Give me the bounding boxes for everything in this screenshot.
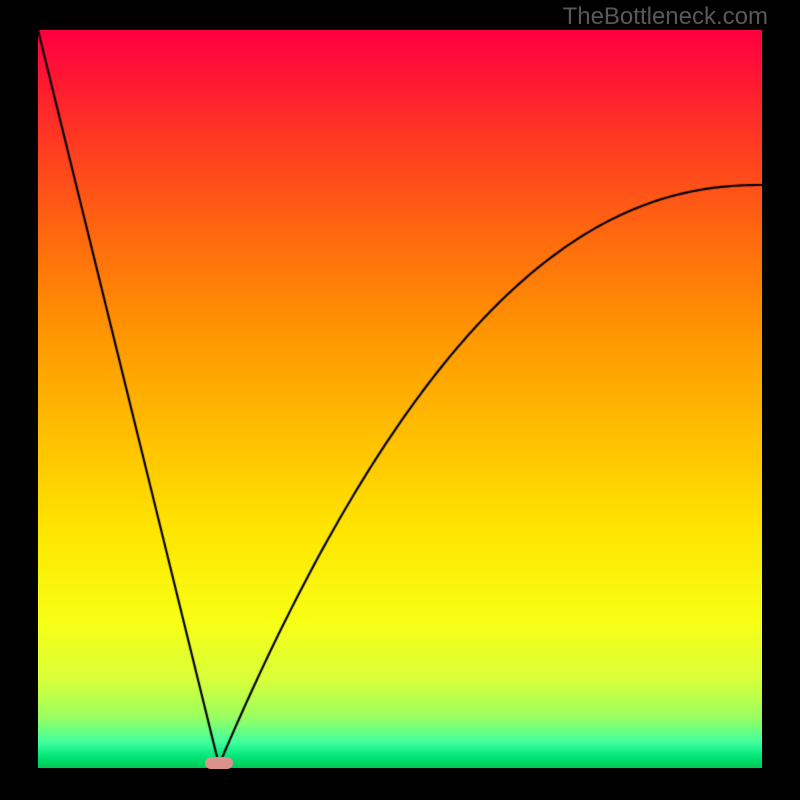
watermark-text: TheBottleneck.com [563,3,768,31]
bottleneck-curve [38,30,762,768]
vertex-marker [205,757,233,769]
chart-stage: TheBottleneck.com [0,0,800,800]
plot-area [38,30,762,768]
